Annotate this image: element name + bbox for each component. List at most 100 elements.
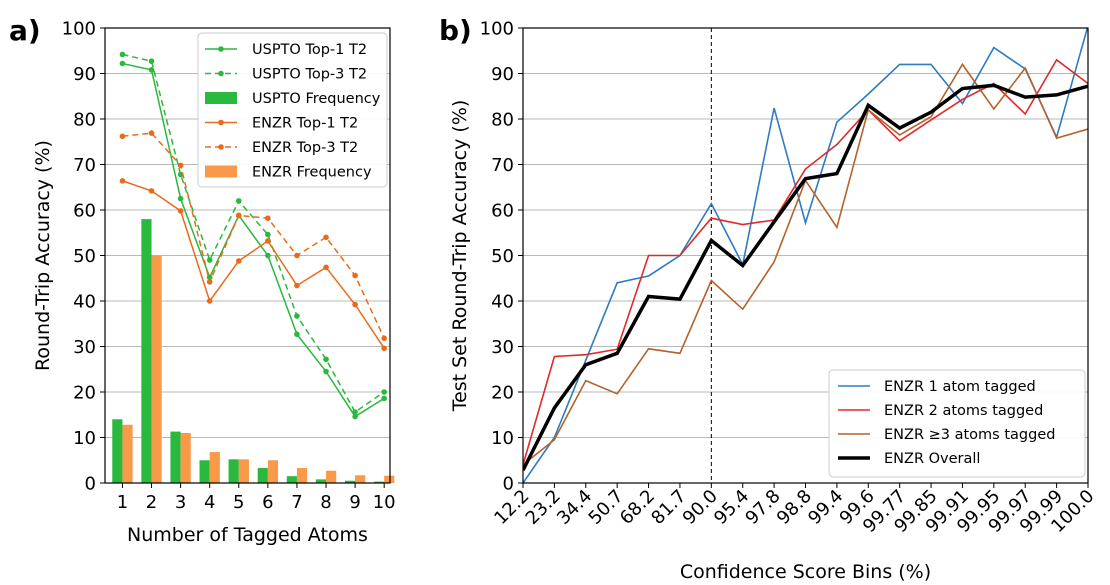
bar-enzr-frequency xyxy=(209,452,220,483)
bar-enzr-frequency xyxy=(267,460,279,483)
x-tick-label: 7 xyxy=(291,492,302,513)
y-tick-label: 10 xyxy=(491,428,514,449)
y-tick-label: 0 xyxy=(503,474,514,495)
y-tick-label: 30 xyxy=(491,337,514,358)
x-tick-label: 99.4 xyxy=(804,486,847,529)
x-tick-label: 10 xyxy=(373,492,396,513)
point-enzr-top-1-t2 xyxy=(148,188,155,194)
x-tick-label: 81.7 xyxy=(647,486,690,529)
x-tick-label: 90.0 xyxy=(679,486,722,529)
point-uspto-top-1-t2 xyxy=(323,368,329,375)
x-tick-label: 68.2 xyxy=(616,486,659,529)
y-tick-label: 70 xyxy=(73,155,96,176)
x-tick-label: 34.4 xyxy=(553,486,596,529)
bar-uspto-frequency xyxy=(315,479,327,483)
y-tick-label: 80 xyxy=(491,110,514,131)
point-uspto-top-1-t2 xyxy=(148,67,155,73)
x-tick-label: 95.4 xyxy=(710,486,753,529)
line-enzr-top-1-t2 xyxy=(122,180,385,349)
y-tick-label: 50 xyxy=(73,246,96,267)
x-tick-label: 9 xyxy=(349,492,360,513)
point-enzr-top-3-t2 xyxy=(323,234,329,241)
line-enzr-top-3-t2 xyxy=(122,132,385,339)
point-uspto-top-3-t2 xyxy=(265,231,271,238)
line-uspto-top-3-t2 xyxy=(122,53,385,414)
series-lines xyxy=(523,28,1088,483)
y-tick-label: 100 xyxy=(62,19,96,40)
panel-label: b) xyxy=(439,14,472,47)
legend: USPTO Top-1 T2 USPTO Top-3 T2 USPTO Freque… xyxy=(197,32,388,188)
y-tick-label: 20 xyxy=(491,383,514,404)
bar-uspto-frequency xyxy=(141,219,152,483)
bar-uspto-frequency xyxy=(374,481,385,483)
plot-frame xyxy=(104,27,391,484)
point-enzr-top-1-t2 xyxy=(119,178,126,184)
point-uspto-top-3-t2 xyxy=(323,356,329,363)
x-tick-label: 12.2 xyxy=(490,486,533,529)
legend-label: ENZR 2 atoms tagged xyxy=(884,403,1043,419)
point-enzr-top-3-t2 xyxy=(206,279,213,285)
point-uspto-top-1-t2 xyxy=(177,195,184,202)
point-uspto-top-3-t2 xyxy=(352,409,358,415)
point-uspto-top-3-t2 xyxy=(381,389,387,395)
bar-uspto-frequency xyxy=(112,419,123,483)
legend-label: ENZR Overall xyxy=(884,451,980,467)
legend-marker-enzr-top-1-t2 xyxy=(218,119,224,126)
point-enzr-top-3-t2 xyxy=(119,133,126,140)
point-enzr-top-1-t2 xyxy=(177,208,184,214)
legend-label: USPTO Frequency xyxy=(252,91,381,107)
x-tick-label: 98.8 xyxy=(773,486,816,529)
y-tick-label: 40 xyxy=(73,292,96,313)
point-enzr-top-1-t2 xyxy=(265,238,271,244)
y-tick-label: 20 xyxy=(73,383,96,404)
point-uspto-top-1-t2 xyxy=(381,395,387,402)
line-enzr-overall xyxy=(523,83,1088,472)
bar-enzr-frequency xyxy=(238,459,249,483)
line-uspto-top-1-t2 xyxy=(122,62,385,418)
bar-uspto-frequency xyxy=(257,467,268,483)
x-axis-label: Confidence Score Bins (%) xyxy=(680,561,931,583)
bar-enzr-frequency xyxy=(151,255,162,483)
y-tick-label: 40 xyxy=(491,292,514,313)
point-uspto-top-1-t2 xyxy=(119,60,126,67)
y-tick-label: 100 xyxy=(480,19,514,40)
y-tick-label: 0 xyxy=(85,474,96,495)
y-tick-label: 70 xyxy=(491,155,514,176)
legend-label: USPTO Top-1 T2 xyxy=(252,42,367,58)
x-tick-label: 2 xyxy=(146,492,157,513)
x-tick-label: 23.2 xyxy=(522,486,565,529)
bar-enzr-frequency xyxy=(122,424,133,483)
legend-label: ENZR 1 atom tagged xyxy=(884,379,1036,395)
point-enzr-top-1-t2 xyxy=(294,282,300,289)
legend-swatch-enzr-frequency xyxy=(205,165,237,178)
legend-box xyxy=(197,32,388,188)
panel-b: 0 10 20 30 40 50 60 70 80 90 100 12.223.234.450.768… xyxy=(439,14,1099,583)
bar-uspto-frequency xyxy=(286,476,297,483)
bar-enzr-frequency xyxy=(296,467,308,483)
y-tick-label: 80 xyxy=(73,110,96,131)
point-uspto-top-3-t2 xyxy=(235,198,242,204)
legend-label: ENZR Top-3 T2 xyxy=(252,140,358,156)
point-uspto-top-1-t2 xyxy=(294,331,300,338)
bar-enzr-frequency xyxy=(326,470,337,483)
y-tick-label: 90 xyxy=(73,64,96,85)
bar-uspto-frequency xyxy=(228,459,239,483)
bar-enzr-frequency xyxy=(180,432,191,483)
y-tick-label: 60 xyxy=(491,201,514,222)
x-tick-label: 6 xyxy=(262,492,273,513)
panel-label: a) xyxy=(9,14,41,47)
legend-label: ENZR Frequency xyxy=(252,165,372,181)
point-enzr-top-3-t2 xyxy=(177,162,184,169)
point-enzr-top-1-t2 xyxy=(206,298,213,304)
line-enzr-1-atom-tagged xyxy=(523,28,1088,483)
legend-label: ENZR ≥3 atoms tagged xyxy=(884,427,1055,443)
point-enzr-top-3-t2 xyxy=(148,130,155,136)
line-enzr-2-atoms-tagged xyxy=(523,58,1088,466)
legend: ENZR 1 atom tagged ENZR 2 atoms tagged ENZ… xyxy=(828,369,1086,478)
point-enzr-top-1-t2 xyxy=(235,258,242,264)
point-enzr-top-3-t2 xyxy=(381,335,387,342)
x-tick-label: 97.8 xyxy=(741,486,784,529)
legend-marker-uspto-top-1-t2 xyxy=(218,46,224,52)
